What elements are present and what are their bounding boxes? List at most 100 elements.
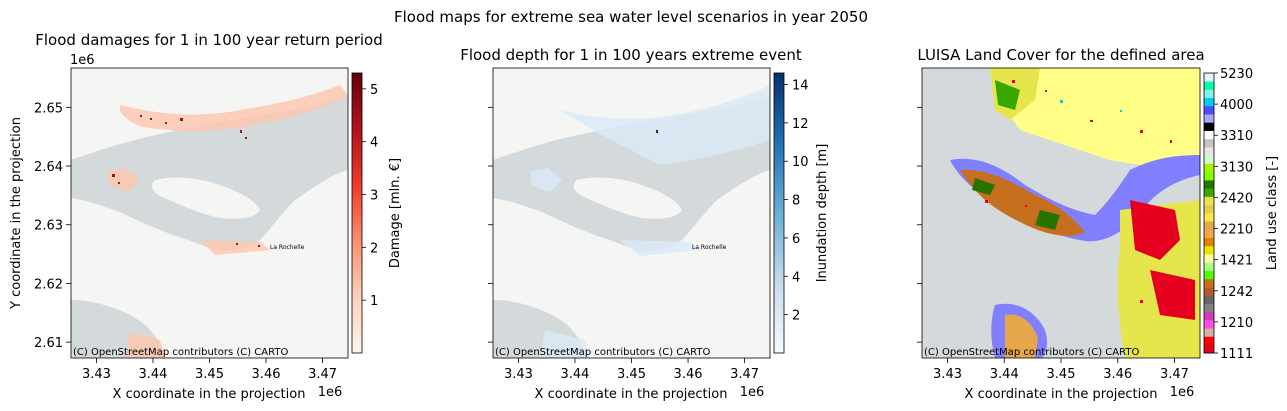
x-tick-label: 3.44 xyxy=(138,367,167,382)
class-swatch xyxy=(1204,278,1214,288)
x-tick-label: 3.46 xyxy=(1103,367,1132,382)
class-swatch xyxy=(1204,163,1214,173)
y-tick-label: 2.63 xyxy=(34,219,63,234)
y-tick-label: 2.61 xyxy=(34,336,63,351)
class-swatch xyxy=(1204,287,1214,296)
x-axis-offset: 1e6 xyxy=(1170,385,1195,400)
class-swatch xyxy=(1204,295,1214,304)
class-swatch xyxy=(1204,204,1214,214)
landcover-speckle xyxy=(985,80,1172,303)
y-axis: 2.61 2.62 2.63 2.64 2.65 xyxy=(34,101,71,351)
class-colorbar-label: Land use class [-] xyxy=(1265,156,1280,270)
map-attribution: (C) OpenStreetMap contributors (C) CARTO xyxy=(73,347,288,358)
class-swatch xyxy=(1204,171,1214,181)
colorbar-tick-label: 3 xyxy=(370,189,378,204)
class-swatch xyxy=(1204,196,1214,206)
x-axis-offset: 1e6 xyxy=(318,385,343,400)
x-tick-label: 3.47 xyxy=(1160,367,1189,382)
x-tick-label: 3.44 xyxy=(560,367,589,382)
colorbar-label: Damage [mln. €] xyxy=(388,158,403,268)
y-tick-label: 2.64 xyxy=(34,160,63,175)
landcover-crops xyxy=(998,68,1200,175)
panel-title: Flood damages for 1 in 100 year return p… xyxy=(35,31,382,49)
x-tick-label: 3.45 xyxy=(617,367,646,382)
panel-title: Flood depth for 1 in 100 years extreme e… xyxy=(460,46,802,64)
map-attribution: (C) OpenStreetMap contributors (C) CARTO xyxy=(924,347,1139,358)
x-axis: 3.43 3.44 3.45 3.46 3.47 xyxy=(82,358,337,382)
colorbar-gradient xyxy=(773,72,785,354)
colorbar-tick-label: 8 xyxy=(792,194,800,209)
x-tick-label: 3.45 xyxy=(1047,367,1076,382)
class-bar-frame xyxy=(1203,72,1215,354)
x-axis-offset: 1e6 xyxy=(740,385,765,400)
landcover-forest xyxy=(995,80,1020,110)
panel-damage: Flood damages for 1 in 100 year return p… xyxy=(9,31,403,402)
x-axis-label: X coordinate in the projection xyxy=(535,387,728,402)
class-swatch xyxy=(1204,344,1214,354)
class-swatch xyxy=(1204,237,1214,247)
class-swatch xyxy=(1204,105,1214,115)
class-swatch xyxy=(1204,245,1214,255)
panel-title: LUISA Land Cover for the defined area xyxy=(917,46,1204,64)
colorbar-tick-label: 5 xyxy=(370,83,378,98)
x-tick-label: 3.43 xyxy=(933,367,962,382)
colorbar-gradient xyxy=(351,72,363,354)
class-swatch xyxy=(1204,97,1214,107)
class-tick-label: 1111 xyxy=(1220,347,1253,362)
class-swatch xyxy=(1204,303,1214,313)
classes-colorbar: 1111 1210 1242 1421 2210 2420 3130 3310 4000 5230… xyxy=(1203,67,1280,362)
y-tick-label: 2.65 xyxy=(34,101,63,116)
class-swatch xyxy=(1204,180,1214,189)
x-tick-label: 3.44 xyxy=(990,367,1019,382)
class-swatch xyxy=(1204,147,1214,156)
class-swatch xyxy=(1204,73,1214,82)
land-mass xyxy=(71,68,348,358)
y-axis xyxy=(917,106,922,343)
colorbar-tick-label: 2 xyxy=(792,309,800,324)
y-axis xyxy=(488,106,493,343)
x-tick-label: 3.43 xyxy=(82,367,111,382)
city-label: La Rochelle xyxy=(692,244,727,251)
x-tick-label: 3.46 xyxy=(252,367,281,382)
x-axis: 3.43 3.44 3.45 3.46 3.47 xyxy=(933,358,1189,382)
landcover-green xyxy=(972,178,1060,230)
class-swatch xyxy=(1204,81,1214,90)
colorbar-tick-label: 12 xyxy=(792,117,809,132)
x-axis-label: X coordinate in the projection xyxy=(965,387,1158,402)
y-axis-label: Y coordinate in the projection xyxy=(9,117,24,310)
class-tick-label: 1421 xyxy=(1220,254,1253,269)
class-swatch xyxy=(1204,262,1214,271)
colorbar-tick-label: 4 xyxy=(370,136,378,151)
colorbar-tick-label: 1 xyxy=(370,294,378,309)
class-tick-label: 1242 xyxy=(1220,285,1253,300)
map-area: La Rochelle xyxy=(493,68,770,358)
colorbar-tick-label: 14 xyxy=(792,79,809,94)
x-tick-label: 3.47 xyxy=(730,367,759,382)
colorbar-tick-label: 2 xyxy=(370,241,378,256)
class-swatch xyxy=(1204,311,1214,321)
map-area: La Rochelle xyxy=(71,68,348,358)
x-tick-label: 3.47 xyxy=(308,367,337,382)
y-tick-label: 2.62 xyxy=(34,277,63,292)
class-tick-label: 2420 xyxy=(1220,191,1253,206)
city-label: La Rochelle xyxy=(270,244,305,251)
map-area xyxy=(922,68,1200,358)
class-swatch xyxy=(1204,229,1214,239)
land-mass xyxy=(493,68,770,358)
landcover-east-urban xyxy=(1130,200,1195,320)
panel-landcover: LUISA Land Cover for the defined area (C… xyxy=(917,46,1280,402)
class-swatch xyxy=(1204,270,1214,280)
class-swatch xyxy=(1204,155,1214,164)
class-swatch xyxy=(1204,320,1214,329)
class-swatch xyxy=(1204,213,1214,222)
colorbar: 1 2 3 4 5 Damage [mln. €] xyxy=(351,72,403,354)
landcover-south-land xyxy=(1005,314,1038,358)
class-tick-label: 4000 xyxy=(1220,98,1253,113)
class-swatch xyxy=(1204,254,1214,263)
colorbar-tick-label: 4 xyxy=(792,270,800,285)
colorbar-tick-label: 10 xyxy=(792,155,809,170)
class-swatch xyxy=(1204,221,1214,230)
class-swatch xyxy=(1204,130,1214,140)
class-tick-label: 3130 xyxy=(1220,160,1253,175)
x-axis: 3.43 3.44 3.45 3.46 3.47 xyxy=(504,358,759,382)
